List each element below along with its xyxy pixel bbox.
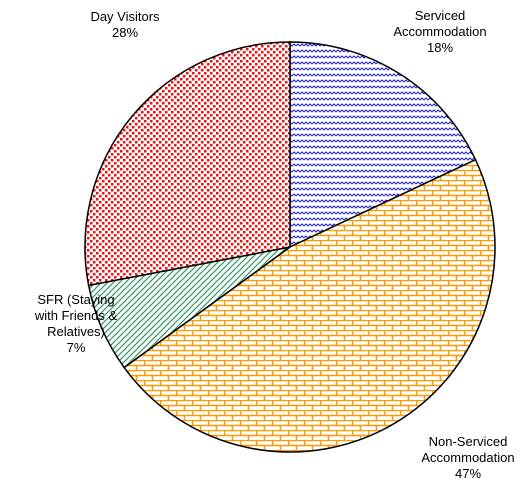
slice-value: 18% [426, 40, 454, 55]
pie-slice [84, 41, 291, 287]
pie-slice [289, 41, 477, 249]
slice-name: SFR (Staying with Friends & Relatives) [34, 292, 118, 339]
slice-label: Non-Serviced Accommodation 47% [412, 434, 524, 482]
pie-slice [123, 158, 496, 453]
slice-label: Serviced Accommodation 18% [388, 8, 492, 56]
slice-name: Non-Serviced Accommodation [421, 434, 515, 465]
slice-label: SFR (Staying with Friends & Relatives) 7% [30, 292, 122, 356]
slice-label: Day Visitors 28% [66, 9, 184, 41]
slice-name: Day Visitors [90, 9, 160, 24]
slice-value: 28% [111, 25, 139, 40]
slice-name: Serviced Accommodation [393, 8, 487, 39]
slice-value: 7% [66, 340, 86, 355]
slice-value: 47% [454, 466, 482, 481]
